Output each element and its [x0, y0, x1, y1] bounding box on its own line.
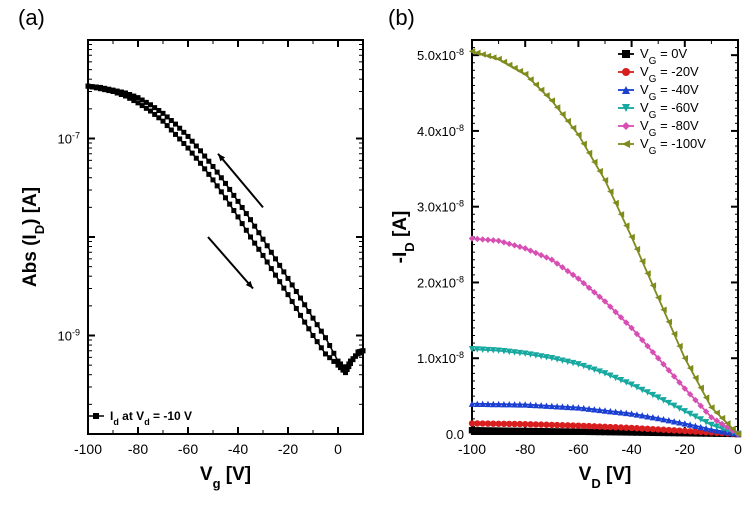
- svg-text:VG = -100V: VG = -100V: [640, 136, 706, 157]
- svg-text:-40: -40: [228, 441, 248, 457]
- svg-text:0: 0: [334, 441, 342, 457]
- svg-text:Id at Vd = -10 V: Id at Vd = -10 V: [110, 409, 192, 427]
- svg-text:3.0x10-8: 3.0x10-8: [417, 199, 464, 215]
- panel-a-label: (a): [18, 5, 45, 31]
- svg-text:-100: -100: [74, 441, 102, 457]
- panel-b-label: (b): [388, 5, 415, 31]
- svg-text:1.0x10-8: 1.0x10-8: [417, 350, 464, 366]
- svg-text:-80: -80: [128, 441, 148, 457]
- svg-text:-20: -20: [278, 441, 298, 457]
- svg-text:-60: -60: [178, 441, 198, 457]
- svg-text:-20: -20: [675, 441, 695, 457]
- svg-text:10-9: 10-9: [58, 328, 80, 344]
- svg-text:0: 0: [734, 441, 742, 457]
- svg-text:-80: -80: [515, 441, 535, 457]
- svg-text:4.0x10-8: 4.0x10-8: [417, 123, 464, 139]
- svg-text:Abs (ID) [A]: Abs (ID) [A]: [20, 187, 47, 287]
- svg-text:0.0: 0.0: [446, 427, 464, 442]
- svg-text:-60: -60: [568, 441, 588, 457]
- svg-text:Vg [V]: Vg [V]: [200, 464, 251, 491]
- svg-text:-100: -100: [458, 441, 486, 457]
- chart-a: -100 -80 -60 -40 -20 0 10-9 10-7 Vg [V] Abs (ID) …: [18, 30, 373, 492]
- svg-text:2.0x10-8: 2.0x10-8: [417, 274, 464, 290]
- chart-b: -100 -80 -60 -40 -20 0 0.0 1.0x10-8 2.0x10-8 3.0x…: [388, 30, 746, 492]
- svg-text:10-7: 10-7: [58, 131, 80, 147]
- svg-text:VD [V]: VD [V]: [579, 464, 632, 491]
- svg-text:-ID [A]: -ID [A]: [390, 211, 417, 264]
- svg-text:-40: -40: [621, 441, 641, 457]
- chart-a-svg: -100 -80 -60 -40 -20 0 10-9 10-7 Vg [V] Abs (ID) …: [18, 30, 373, 492]
- chart-b-svg: -100 -80 -60 -40 -20 0 0.0 1.0x10-8 2.0x10-8 3.0x…: [388, 30, 746, 492]
- svg-text:5.0x10-8: 5.0x10-8: [417, 47, 464, 63]
